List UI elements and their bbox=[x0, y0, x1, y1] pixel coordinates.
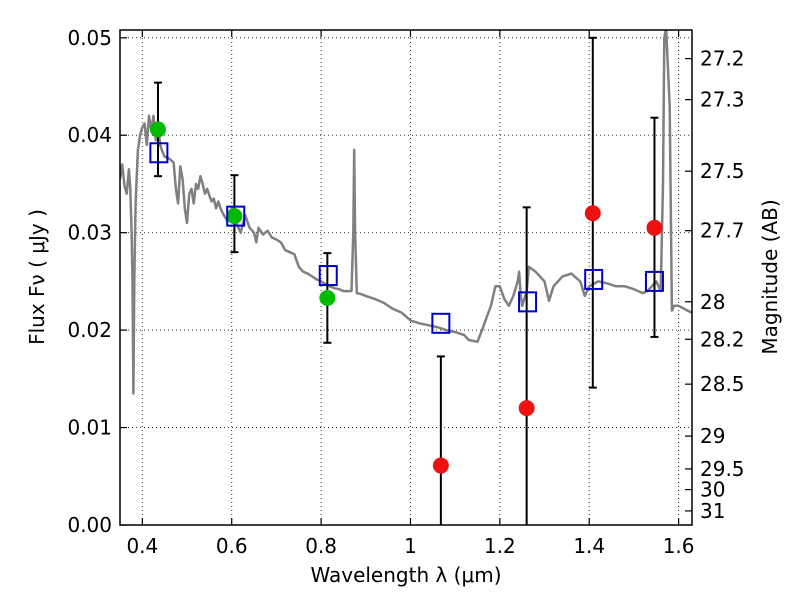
grid-lines bbox=[120, 30, 692, 526]
right-tick-label: 27.7 bbox=[700, 219, 745, 243]
x-tick-label: 0.4 bbox=[126, 534, 158, 558]
x-tick-label: 1.6 bbox=[663, 534, 695, 558]
right-tick-label: 28.5 bbox=[700, 372, 745, 396]
y-tick-label: 0.00 bbox=[67, 513, 112, 537]
right-tick-label: 27.5 bbox=[700, 159, 745, 183]
model-photometry-marker bbox=[149, 142, 169, 164]
model-spectrum-line bbox=[120, 30, 692, 395]
non-detection-point bbox=[646, 219, 663, 236]
detection-point bbox=[226, 208, 243, 225]
x-tick-label: 1 bbox=[404, 534, 417, 558]
detection-point bbox=[149, 121, 166, 138]
y-axis-ticks: 0.00 0.01 0.02 0.03 0.04 0.05 bbox=[67, 26, 127, 537]
x-axis-ticks: 0.4 0.6 0.8 1 1.2 1.4 1.6 bbox=[126, 30, 695, 558]
plot-frame bbox=[119, 29, 693, 526]
x-tick-label: 0.6 bbox=[216, 534, 248, 558]
y-tick-label: 0.02 bbox=[67, 318, 112, 342]
right-tick-label: 29.5 bbox=[700, 457, 745, 481]
model-photometry-marker bbox=[518, 291, 538, 313]
right-tick-label: 27.2 bbox=[700, 47, 745, 71]
detection-point bbox=[319, 289, 336, 306]
right-tick-label: 29 bbox=[700, 424, 725, 448]
x-axis-label: Wavelength λ (μm) bbox=[310, 563, 501, 587]
right-tick-label: 28.2 bbox=[700, 327, 745, 351]
data-points bbox=[149, 121, 664, 474]
non-detection-point bbox=[584, 205, 601, 222]
right-tick-label: 28 bbox=[700, 290, 725, 314]
model-photometry-marker bbox=[318, 265, 338, 287]
model-photometry-marker bbox=[644, 270, 664, 292]
non-detection-point bbox=[518, 400, 535, 417]
model-photometry-marker bbox=[584, 268, 604, 290]
right-axis-label: Magnitude (AB) bbox=[758, 199, 782, 354]
y-axis-label: Flux Fν ( μJy ) bbox=[25, 209, 49, 345]
y-tick-label: 0.03 bbox=[67, 221, 112, 245]
right-tick-label: 30 bbox=[700, 478, 725, 502]
x-tick-label: 1.4 bbox=[573, 534, 605, 558]
y-tick-label: 0.04 bbox=[67, 123, 112, 147]
error-bars bbox=[153, 36, 659, 525]
right-tick-label: 27.3 bbox=[700, 88, 745, 112]
x-tick-label: 1.2 bbox=[484, 534, 516, 558]
right-tick-label: 31 bbox=[700, 499, 725, 523]
y-tick-label: 0.05 bbox=[67, 26, 112, 50]
model-photometry-marker bbox=[431, 312, 451, 334]
model-photometry-marker bbox=[226, 205, 246, 227]
model-spectrum-series bbox=[120, 30, 692, 395]
non-detection-point bbox=[432, 457, 449, 474]
y-tick-label: 0.01 bbox=[67, 416, 112, 440]
x-tick-label: 0.8 bbox=[305, 534, 337, 558]
